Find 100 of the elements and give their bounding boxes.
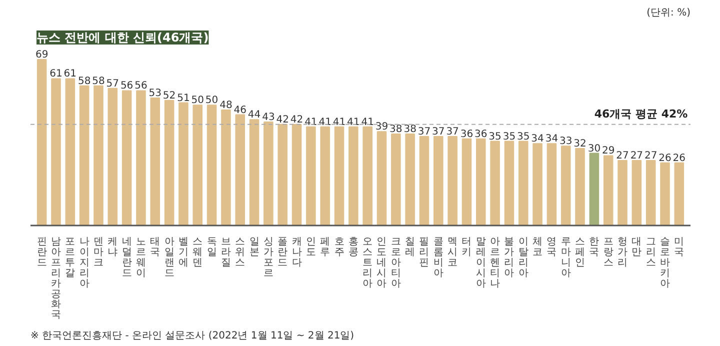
data-label: 69	[35, 49, 48, 60]
x-tick-label: 불가리아	[504, 236, 514, 279]
bar	[560, 146, 571, 226]
bar	[108, 88, 118, 226]
data-label: 44	[248, 110, 261, 121]
bar	[278, 124, 288, 226]
x-tick-label: 말레이시아	[476, 236, 486, 290]
x-tick-label: 싱가포르	[263, 236, 274, 279]
bar	[504, 140, 514, 226]
x-tick-label: 한국	[589, 236, 600, 258]
text: ※ 한국언론진흥재단 - 온라인 설문조사 (2022년 1월 11일 ~ 2월 21일)	[30, 330, 354, 342]
data-label: 58	[92, 76, 105, 87]
data-label: 51	[177, 92, 190, 104]
x-tick-label: 노르웨이	[136, 236, 146, 279]
data-label: 26	[658, 152, 672, 164]
x-tick-label: 케냐	[108, 236, 118, 258]
x-tick-label: 브라질	[220, 236, 231, 268]
data-label: 58	[78, 76, 91, 87]
bar	[178, 102, 188, 226]
data-label: 42	[276, 114, 289, 126]
bar	[518, 140, 528, 226]
x-tick-label: 핀란드	[36, 236, 47, 268]
bar	[292, 124, 302, 226]
bar	[136, 90, 146, 226]
data-label: 34	[531, 134, 544, 145]
data-label: 34	[545, 134, 558, 145]
chart-subtitle: (단위: %)	[646, 8, 691, 18]
x-tick-label: 덴마크	[93, 236, 104, 268]
bar	[660, 162, 670, 226]
data-label: 41	[332, 116, 346, 128]
data-label: 56	[134, 80, 148, 92]
x-tick-label: 페루	[320, 236, 330, 258]
data-label: 42	[290, 114, 304, 126]
x-tick-label: 나이지리아	[79, 236, 90, 290]
x-tick-label: 칠레	[405, 236, 416, 258]
data-label: 26	[672, 152, 686, 164]
bar	[164, 100, 174, 226]
x-tick-label: 아르헨티나	[490, 236, 500, 290]
x-tick-label: 아일랜드	[164, 236, 174, 279]
data-label: 57	[106, 78, 120, 90]
x-tick-label: 영국	[546, 236, 557, 258]
ref-line-label: 46개국 평균 42%	[594, 107, 688, 120]
bar	[65, 78, 76, 226]
bar	[419, 136, 430, 226]
bar	[51, 78, 61, 226]
data-label: 36	[474, 128, 488, 140]
data-label: 37	[418, 126, 431, 138]
bar	[434, 136, 444, 226]
data-label: 27	[630, 150, 644, 162]
x-tick-label: 호주	[334, 236, 344, 258]
bar	[150, 97, 160, 226]
bar	[603, 155, 614, 226]
x-tick-label: 스페인	[575, 236, 586, 268]
data-label: 35	[502, 131, 516, 142]
data-label: 61	[64, 68, 77, 80]
x-tick-label: 캐나다	[292, 236, 302, 268]
data-label: 41	[318, 116, 332, 128]
data-label: 56	[120, 80, 134, 92]
bar	[674, 162, 684, 226]
data-label: 33	[560, 136, 572, 148]
data-label: 37	[432, 126, 445, 138]
x-tick-label: 필리핀	[419, 236, 430, 268]
x-tick-label: 크로아티아	[390, 236, 401, 290]
x-tick-label: 포르투갈	[65, 236, 76, 279]
x-tick-label: 인도	[306, 236, 316, 258]
bar	[646, 160, 656, 226]
data-label: 37	[446, 126, 459, 138]
bar	[249, 119, 260, 226]
data-label: 41	[347, 116, 360, 128]
x-tick-label: 네덜란드	[122, 236, 132, 279]
x-tick-label: 독일	[206, 236, 217, 258]
data-label: 35	[517, 131, 530, 142]
x-tick-label: 스위스	[235, 236, 246, 268]
bar	[79, 85, 90, 226]
data-label: 36	[460, 128, 474, 140]
x-tick-label: 그리스	[646, 236, 656, 268]
data-label: 29	[602, 146, 615, 157]
data-label: 41	[361, 116, 374, 128]
x-tick-label: 콜롬비아	[433, 236, 444, 279]
bar	[632, 160, 642, 226]
x-tick-label: 대만	[632, 236, 642, 258]
chart-title: 뉴스 전반에 대한 신뢰(46개국)	[36, 30, 209, 44]
data-label: 39	[375, 122, 388, 133]
x-tick-label: 남아프리카공화국	[50, 236, 61, 321]
bar	[320, 126, 330, 226]
data-label: 46	[234, 104, 246, 116]
data-label: 52	[162, 90, 176, 102]
x-tick-label: 홍콩	[348, 236, 358, 258]
x-tick-label: 헝가리	[618, 236, 628, 268]
x-tick-label: 벨기에	[178, 236, 188, 268]
x-tick-label: 체코	[532, 236, 543, 258]
bar	[264, 122, 274, 226]
bar	[462, 138, 472, 226]
x-tick-label: 폴란드	[278, 236, 288, 268]
bar	[362, 126, 372, 226]
x-tick-label: 스웨덴	[192, 236, 203, 268]
data-label: 53	[148, 88, 162, 99]
x-tick-label: 멕시코	[448, 236, 458, 268]
x-tick-label: 일본	[249, 236, 260, 258]
data-label: 32	[574, 138, 586, 150]
